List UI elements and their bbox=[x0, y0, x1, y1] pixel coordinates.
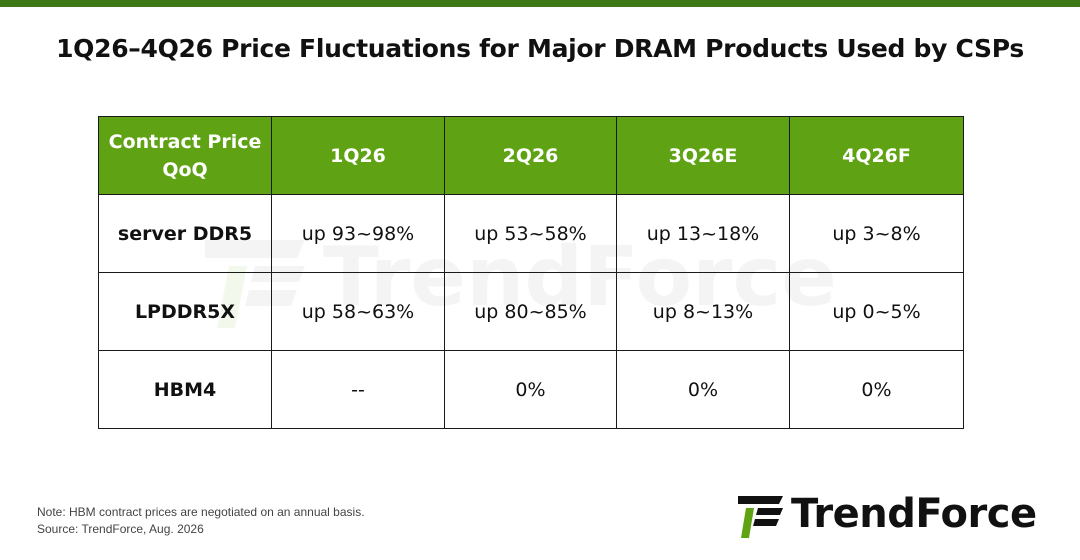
table-header-row: Contract Price QoQ 1Q26 2Q26 3Q26E 4Q26F bbox=[98, 116, 964, 195]
trendforce-logo-icon bbox=[738, 496, 783, 538]
header-cell-2q26: 2Q26 bbox=[444, 116, 617, 195]
table-cell: up 13~18% bbox=[616, 194, 790, 273]
table-cell: up 0~5% bbox=[789, 272, 964, 351]
source-text: Source: TrendForce, Aug. 2026 bbox=[37, 522, 204, 536]
table-cell: up 8~13% bbox=[616, 272, 790, 351]
header-line-1: Contract Price bbox=[108, 130, 262, 153]
table-cell: up 53~58% bbox=[444, 194, 617, 273]
header-cell-4q26f: 4Q26F bbox=[789, 116, 964, 195]
table-row: HBM4 -- 0% 0% 0% bbox=[98, 350, 964, 429]
trendforce-logo: TrendForce bbox=[737, 491, 1047, 541]
table-cell: 0% bbox=[616, 350, 790, 429]
table-cell: up 58~63% bbox=[271, 272, 445, 351]
table-cell: up 80~85% bbox=[444, 272, 617, 351]
row-label-hbm4: HBM4 bbox=[98, 350, 272, 429]
table-row: LPDDR5X up 58~63% up 80~85% up 8~13% up … bbox=[98, 272, 964, 351]
header-cell-1q26: 1Q26 bbox=[271, 116, 445, 195]
table-row: server DDR5 up 93~98% up 53~58% up 13~18… bbox=[98, 194, 964, 273]
top-accent-bar bbox=[0, 0, 1080, 7]
header-line-2: QoQ bbox=[162, 158, 208, 181]
table-cell: up 3~8% bbox=[789, 194, 964, 273]
header-cell-3q26e: 3Q26E bbox=[616, 116, 790, 195]
footer-notes: Note: HBM contract prices are negotiated… bbox=[37, 504, 365, 538]
table-cell: -- bbox=[271, 350, 445, 429]
chart-title: 1Q26–4Q26 Price Fluctuations for Major D… bbox=[56, 34, 1024, 63]
table-cell: 0% bbox=[444, 350, 617, 429]
table-cell: up 93~98% bbox=[271, 194, 445, 273]
header-cell-contract-price: Contract Price QoQ bbox=[98, 116, 272, 195]
row-label-server-ddr5: server DDR5 bbox=[98, 194, 272, 273]
table-cell: 0% bbox=[789, 350, 964, 429]
row-label-lpddr5x: LPDDR5X bbox=[98, 272, 272, 351]
footnote-text: Note: HBM contract prices are negotiated… bbox=[37, 505, 365, 519]
logo-wordmark: TrendForce bbox=[791, 491, 1037, 537]
price-table: Contract Price QoQ 1Q26 2Q26 3Q26E 4Q26F… bbox=[98, 116, 964, 429]
